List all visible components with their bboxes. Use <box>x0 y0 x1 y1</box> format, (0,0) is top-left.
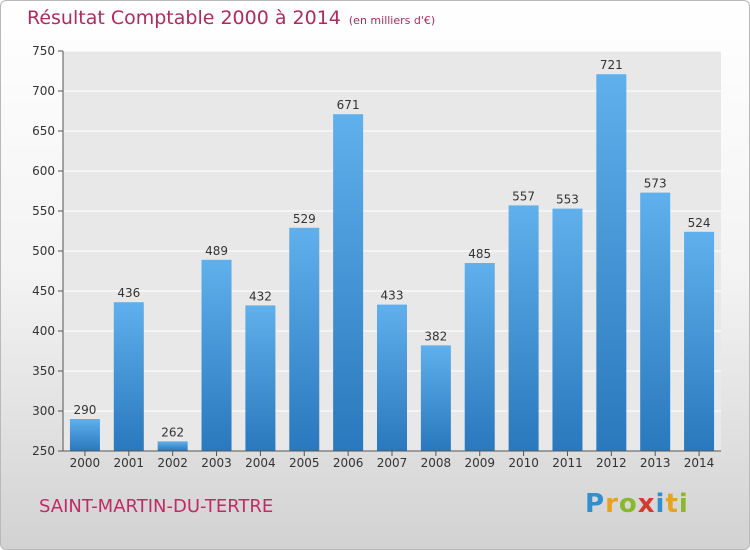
x-tick-label-2002: 2002 <box>157 456 188 470</box>
value-label-2002: 262 <box>161 425 184 439</box>
x-tick-label-2008: 2008 <box>421 456 452 470</box>
y-tick-label: 650 <box>32 124 55 138</box>
chart-title: Résultat Comptable 2000 à 2014 (en millie… <box>27 7 435 29</box>
axes-group: 250 300 350 400 450 500 550 600 650 700 750 2000 200… <box>32 44 721 470</box>
value-label-2001: 436 <box>117 286 140 300</box>
y-tick-label: 600 <box>32 164 55 178</box>
bars-group: 290 436 262 489 432 529 671 433 382 485 557 553 721 5… <box>69 58 715 451</box>
bar-chart: 290 436 262 489 432 529 671 433 382 485 557 553 721 5… <box>32 44 721 470</box>
bar-2006 <box>333 114 364 451</box>
logo-letter: r <box>605 489 619 519</box>
proxiti-logo: Proxiti <box>585 489 689 519</box>
x-tick-label-2001: 2001 <box>114 456 145 470</box>
y-tick-label: 450 <box>32 284 55 298</box>
bar-2000 <box>69 419 100 451</box>
y-tick-label: 350 <box>32 364 55 378</box>
value-label-2009: 485 <box>468 247 491 261</box>
bar-2012 <box>596 74 627 451</box>
x-tick-label-2006: 2006 <box>333 456 364 470</box>
value-label-2007: 433 <box>381 289 404 303</box>
logo-letter: i <box>655 489 666 519</box>
chart-subtitle: (en milliers d'€) <box>348 14 436 27</box>
value-label-2008: 382 <box>424 329 447 343</box>
logo-letter: P <box>585 489 606 519</box>
bar-2003 <box>201 259 232 451</box>
bar-2004 <box>245 305 276 451</box>
x-tick-label-2000: 2000 <box>70 456 101 470</box>
logo-letter: o <box>618 489 638 519</box>
bar-2002 <box>157 441 188 451</box>
bar-2005 <box>289 227 320 451</box>
title-text: Résultat Comptable 2000 à 2014 <box>27 7 341 29</box>
x-tick-label-2005: 2005 <box>289 456 320 470</box>
x-tick-label-2010: 2010 <box>508 456 539 470</box>
commune-name: SAINT-MARTIN-DU-TERTRE <box>39 496 274 517</box>
y-tick-label: 700 <box>32 84 55 98</box>
bar-2013 <box>640 192 671 451</box>
x-tick-label-2007: 2007 <box>377 456 408 470</box>
value-label-2006: 671 <box>337 98 360 112</box>
value-label-2010: 557 <box>512 189 535 203</box>
value-label-2000: 290 <box>73 403 96 417</box>
y-tick-label: 500 <box>32 244 55 258</box>
x-tick-label-2009: 2009 <box>464 456 495 470</box>
x-tick-label-2004: 2004 <box>245 456 276 470</box>
bar-2010 <box>508 205 539 451</box>
y-tick-label: 750 <box>32 44 55 58</box>
value-label-2011: 553 <box>556 193 579 207</box>
logo-letter: x <box>637 489 656 519</box>
x-tick-label-2013: 2013 <box>640 456 671 470</box>
value-label-2012: 721 <box>600 58 623 72</box>
x-tick-label-2012: 2012 <box>596 456 627 470</box>
value-label-2014: 524 <box>688 216 711 230</box>
logo-letter: i <box>678 489 689 519</box>
y-tick-label: 550 <box>32 204 55 218</box>
bar-2014 <box>684 231 715 451</box>
value-label-2013: 573 <box>644 177 667 191</box>
y-tick-label: 400 <box>32 324 55 338</box>
value-label-2005: 529 <box>293 212 316 226</box>
value-label-2004: 432 <box>249 289 272 303</box>
bar-2009 <box>464 263 495 451</box>
y-tick-label: 300 <box>32 404 55 418</box>
bar-2001 <box>113 302 144 451</box>
bar-2007 <box>377 304 407 451</box>
bar-2011 <box>552 208 583 451</box>
x-tick-label-2011: 2011 <box>552 456 583 470</box>
logo-letter: t <box>665 489 679 519</box>
bar-2008 <box>420 345 451 451</box>
y-tick-label: 250 <box>32 444 55 458</box>
value-label-2003: 489 <box>205 244 228 258</box>
x-tick-label-2003: 2003 <box>201 456 232 470</box>
x-tick-label-2014: 2014 <box>684 456 715 470</box>
